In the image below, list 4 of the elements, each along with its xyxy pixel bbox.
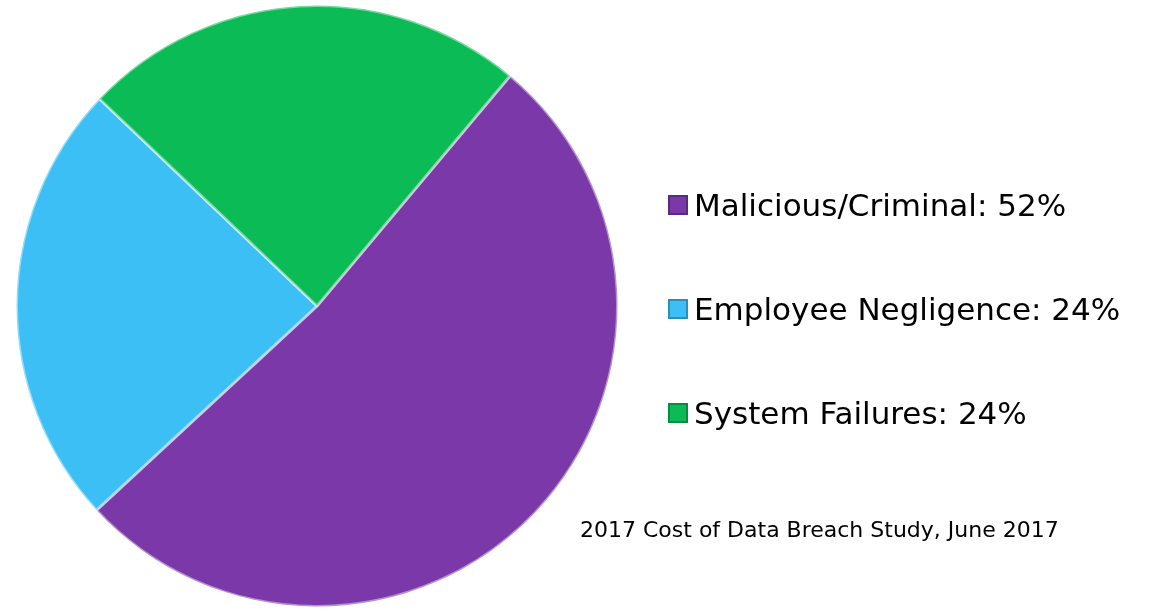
legend-label: Employee Negligence: 24% <box>694 291 1121 327</box>
legend-label: Malicious/Criminal: 52% <box>694 187 1067 223</box>
text: 2017 Cost of Data Breach Study, June 2017 <box>580 516 1060 544</box>
legend-label: System Failures: 24% <box>694 395 1027 431</box>
